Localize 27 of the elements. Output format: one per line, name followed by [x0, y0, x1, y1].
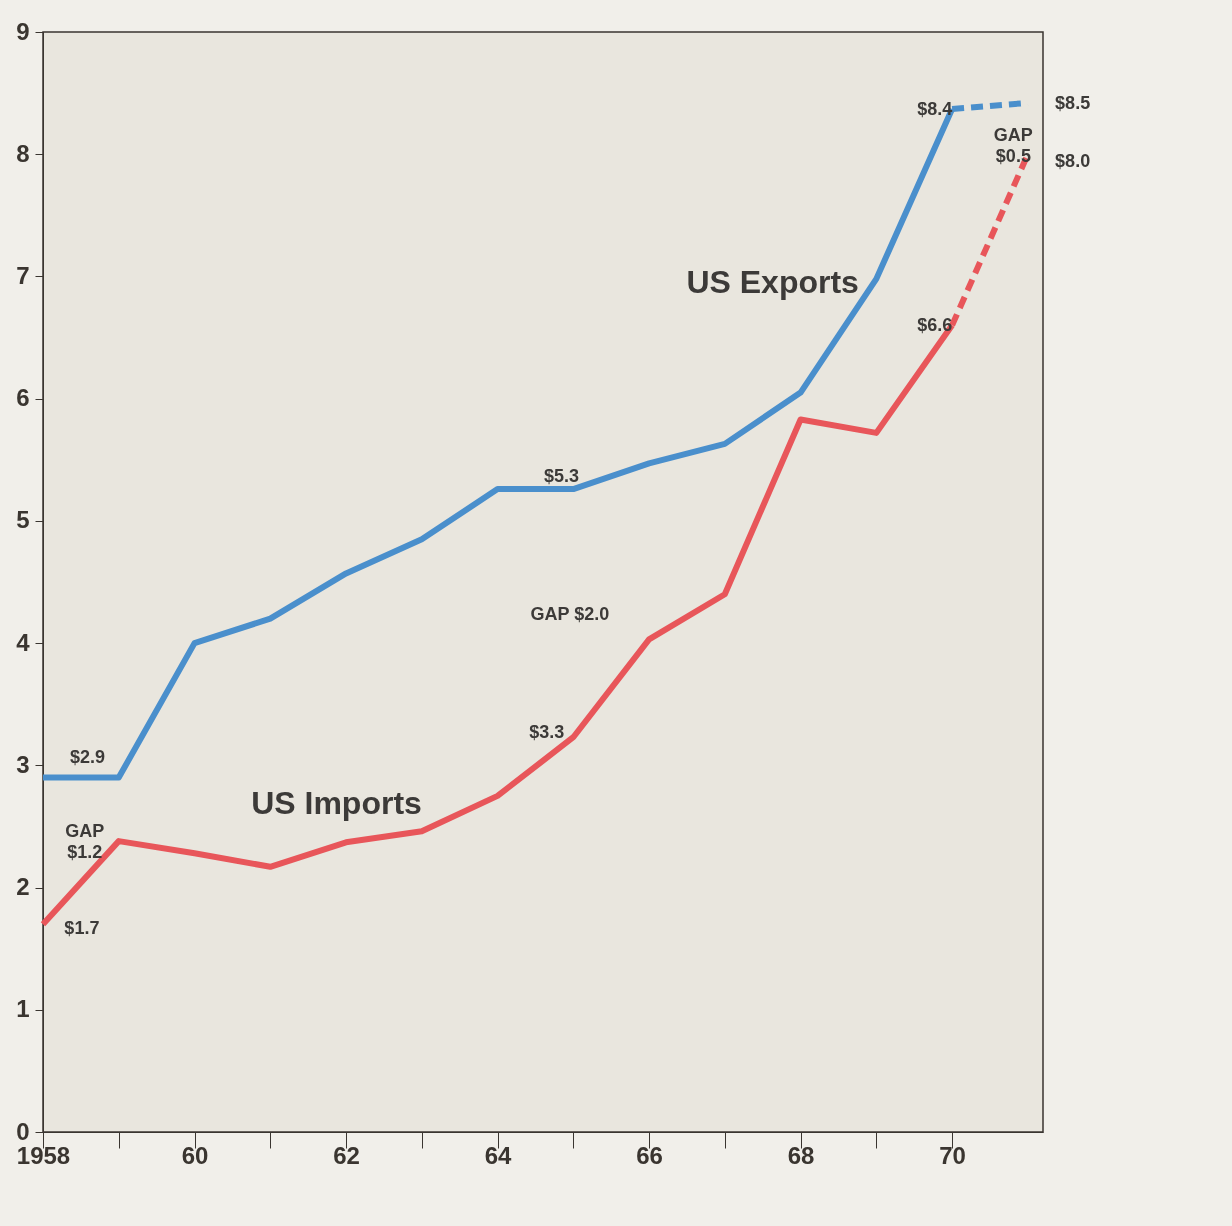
text: $8.5	[1055, 93, 1091, 114]
annotation: $3.3	[529, 722, 565, 743]
annotation: $2.9	[69, 746, 105, 767]
y-tick-label: 2	[16, 873, 30, 901]
x-tick-label: 68	[787, 1141, 815, 1169]
y-tick-label: 6	[16, 384, 30, 412]
series-label: US Imports	[251, 785, 422, 822]
x-tick-label: 62	[333, 1141, 360, 1169]
annotation: GAP $1.2	[65, 820, 105, 862]
y-tick-label: 4	[16, 628, 31, 656]
y-tick-label: 3	[16, 750, 30, 778]
y-tick-label: 7	[16, 261, 30, 289]
annotation: $1.7	[64, 917, 100, 938]
annotation: GAP $2.0	[530, 604, 610, 625]
y-tick-label: 5	[16, 506, 30, 534]
text: $8.0	[1055, 151, 1091, 172]
annotation: $5.3	[544, 465, 580, 486]
x-tick-label: 60	[181, 1141, 209, 1169]
y-tick-label: 8	[16, 139, 30, 167]
series-label: US Exports	[686, 263, 859, 300]
y-tick-label: 9	[16, 17, 30, 45]
y-tick-label: 1	[16, 995, 30, 1023]
x-tick-label: 64	[484, 1141, 513, 1169]
x-tick-label: 66	[636, 1141, 663, 1169]
annotation: GAP $0.5	[993, 125, 1033, 167]
x-tick-label: 70	[939, 1141, 966, 1169]
annotation: $8.4	[917, 98, 953, 119]
